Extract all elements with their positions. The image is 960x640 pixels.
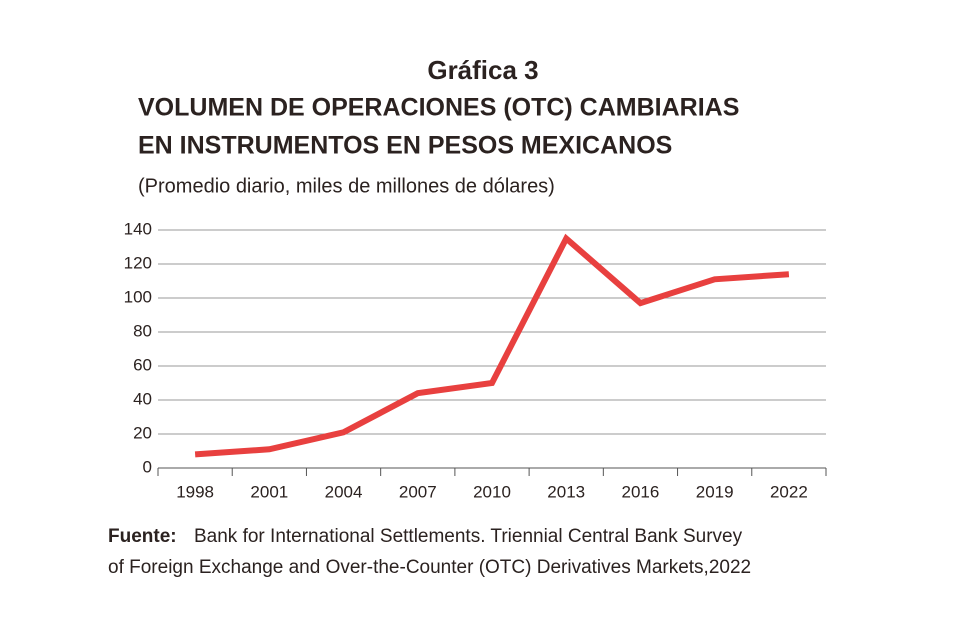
chart-subtitle: EN INSTRUMENTOS EN PESOS MEXICANOS	[138, 132, 672, 160]
y-axis-label: (Promedio diario, miles de millones de d…	[138, 175, 555, 197]
x-tick-label: 2004	[325, 482, 363, 501]
chart-title: Gráfica 3	[427, 55, 538, 85]
y-tick-label: 140	[124, 219, 152, 238]
y-tick-label: 20	[133, 423, 152, 442]
x-tick-label: 2016	[622, 482, 660, 501]
y-tick-label: 60	[133, 355, 152, 374]
chart-subtitle: VOLUMEN DE OPERACIONES (OTC) CAMBIARIAS	[138, 94, 739, 122]
x-tick-label: 2001	[250, 482, 288, 501]
x-tick-label: 2010	[473, 482, 511, 501]
x-tick-label: 2022	[770, 482, 808, 501]
x-tick-label: 2007	[399, 482, 437, 501]
x-tick-label: 2019	[696, 482, 734, 501]
y-tick-label: 100	[124, 287, 152, 306]
y-tick-label: 40	[133, 389, 152, 408]
y-tick-label: 120	[124, 253, 152, 272]
y-tick-label: 80	[133, 321, 152, 340]
x-tick-label: 2013	[547, 482, 585, 501]
x-tick-label: 1998	[176, 482, 214, 501]
source-text: of Foreign Exchange and Over-the-Counter…	[108, 557, 751, 578]
source-text: Bank for International Settlements. Trie…	[194, 526, 743, 547]
source-label: Fuente:	[108, 526, 177, 547]
y-tick-label: 0	[143, 457, 152, 476]
data-line	[194, 233, 790, 458]
